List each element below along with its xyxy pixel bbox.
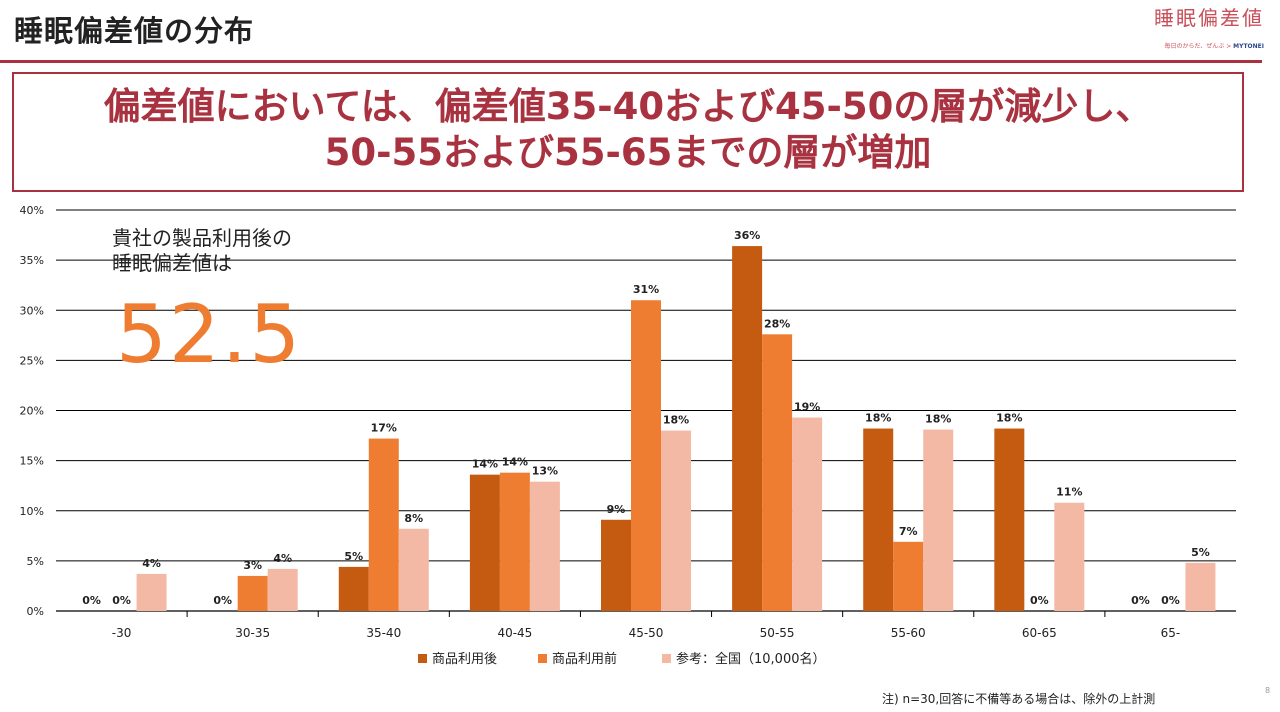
- x-tick-label: -30: [112, 626, 132, 640]
- legend-label: 商品利用後: [432, 652, 497, 667]
- data-label: 14%: [502, 456, 528, 469]
- data-label: 5%: [1191, 546, 1210, 559]
- data-label: 31%: [633, 283, 659, 296]
- bar: [601, 519, 631, 611]
- data-label: 0%: [213, 594, 232, 607]
- data-label: 18%: [663, 414, 689, 427]
- y-tick-label: 5%: [27, 555, 44, 568]
- data-label: 36%: [734, 229, 760, 242]
- headline-line-1: 偏差値においては、偏差値35-40および45-50の層が減少し、: [103, 85, 1153, 128]
- y-tick-label: 10%: [20, 505, 44, 518]
- data-label: 0%: [1030, 594, 1049, 607]
- bar: [792, 417, 823, 611]
- data-label: 7%: [899, 525, 918, 538]
- bar: [1185, 562, 1216, 611]
- data-label: 5%: [344, 550, 363, 563]
- bar-chart: 0% 5% 10% 15% 20% 25% 30% 35% 40% -30 0% 0% 4% 30-35 0…: [20, 204, 1236, 667]
- logo-wordmark: 睡眠偏差値: [1154, 6, 1264, 30]
- data-label: 4%: [142, 557, 161, 570]
- footnote: 注) n=30,回答に不備等ある場合は、除外の上計測: [882, 692, 1156, 706]
- headline-box: 偏差値においては、偏差値35-40および45-50の層が減少し、 50-55およ…: [12, 72, 1244, 192]
- data-label: 19%: [794, 401, 820, 414]
- bar: [499, 472, 530, 611]
- logo-brand: MYTONEI: [1233, 43, 1264, 50]
- y-tick-label: 30%: [20, 304, 44, 317]
- data-label: 0%: [1131, 594, 1150, 607]
- bar: [338, 566, 369, 611]
- x-tick-label: 55-60: [891, 626, 926, 640]
- brand-logo: 睡眠偏差値 毎日のからだ、ぜんぶ > MYTONEI: [1124, 2, 1264, 52]
- data-label: 4%: [273, 552, 292, 565]
- page-title: 睡眠偏差値の分布: [14, 14, 255, 48]
- data-label: 0%: [1161, 594, 1180, 607]
- data-label: 0%: [112, 594, 131, 607]
- bar: [398, 528, 429, 611]
- headline-line-2: 50-55および55-65までの層が増加: [324, 131, 932, 174]
- bar: [762, 334, 793, 611]
- bar: [136, 573, 167, 611]
- legend-swatch: [538, 654, 547, 663]
- data-label: 3%: [243, 559, 262, 572]
- callout-line-2: 睡眠偏差値は: [112, 251, 232, 275]
- bar: [893, 541, 924, 611]
- data-label: 28%: [764, 317, 790, 330]
- data-label: 18%: [996, 412, 1022, 425]
- x-tick-label: 45-50: [629, 626, 664, 640]
- y-tick-label: 0%: [27, 605, 44, 618]
- data-label: 9%: [607, 503, 626, 516]
- y-tick-label: 35%: [20, 254, 44, 267]
- legend-swatch: [662, 654, 671, 663]
- title-divider: [0, 60, 1262, 63]
- y-tick-label: 15%: [20, 455, 44, 468]
- bar: [368, 438, 399, 611]
- page-number: 8: [1265, 686, 1271, 695]
- data-label: 17%: [371, 422, 397, 435]
- x-tick-label: 50-55: [760, 626, 795, 640]
- bar: [661, 430, 691, 611]
- y-tick-label: 20%: [20, 405, 44, 418]
- data-label: 11%: [1056, 486, 1082, 499]
- x-tick-label: 40-45: [497, 626, 532, 640]
- bar: [529, 481, 560, 611]
- y-tick-label: 40%: [20, 204, 44, 217]
- x-tick-label: 60-65: [1022, 626, 1057, 640]
- bar: [631, 300, 661, 611]
- data-label: 14%: [472, 458, 498, 471]
- legend-label: 参考：全国（10,000名）: [676, 651, 826, 667]
- bar: [863, 428, 894, 611]
- bar: [237, 575, 268, 611]
- legend-label: 商品利用前: [552, 651, 617, 667]
- data-label: 8%: [404, 512, 423, 525]
- score-value: 52.5: [116, 288, 303, 381]
- bar: [267, 568, 298, 611]
- data-label: 18%: [865, 412, 891, 425]
- bar: [923, 429, 954, 611]
- bar: [732, 246, 763, 611]
- bar: [469, 474, 500, 611]
- data-label: 13%: [532, 465, 558, 478]
- y-tick-label: 25%: [20, 354, 44, 367]
- bar: [994, 428, 1025, 611]
- score-callout: 貴社の製品利用後の 睡眠偏差値は: [112, 226, 292, 276]
- x-tick-label: 30-35: [235, 626, 270, 640]
- data-label: 0%: [82, 594, 101, 607]
- callout-line-1: 貴社の製品利用後の: [112, 226, 292, 250]
- logo-sub-text: 毎日のからだ、ぜんぶ: [1164, 43, 1225, 50]
- legend-swatch: [418, 654, 427, 663]
- x-tick-label: 35-40: [366, 626, 401, 640]
- data-label: 18%: [925, 413, 951, 426]
- bar: [1054, 502, 1085, 611]
- logo-subline: 毎日のからだ、ぜんぶ > MYTONEI: [1164, 43, 1264, 50]
- x-tick-label: 65-: [1161, 626, 1181, 640]
